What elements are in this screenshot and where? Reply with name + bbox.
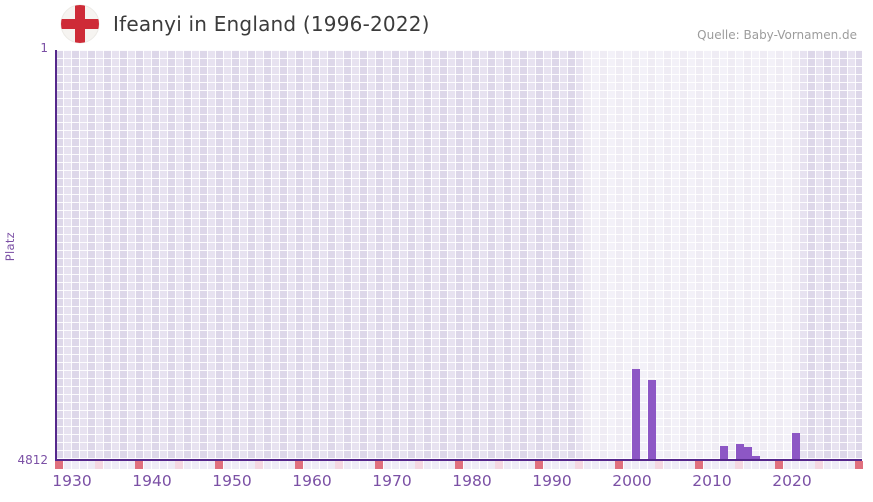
page-title: Ifeanyi in England (1996-2022) — [113, 12, 430, 36]
no-data-marker-1998 — [615, 461, 623, 469]
no-data-marker-1968 — [375, 461, 383, 469]
x-tick-1990: 1990 — [532, 472, 572, 490]
no-data-marker-1963 — [335, 461, 343, 469]
y-tick-top: 1 — [40, 41, 48, 55]
no-data-marker-1938 — [135, 461, 143, 469]
no-data-marker-1978 — [455, 461, 463, 469]
x-tick-2020: 2020 — [772, 472, 812, 490]
x-tick-2010: 2010 — [692, 472, 732, 490]
x-tick-1960: 1960 — [292, 472, 332, 490]
x-tick-1980: 1980 — [452, 472, 492, 490]
rank-bar-2002[interactable] — [648, 379, 656, 459]
no-data-marker-1928 — [55, 461, 63, 469]
y-axis-line — [55, 50, 57, 461]
no-data-marker-1993 — [575, 461, 583, 469]
x-axis-line — [55, 459, 862, 461]
no-data-marker-2018 — [775, 461, 783, 469]
no-data-marker-1948 — [215, 461, 223, 469]
y-axis-label: Platz — [3, 232, 17, 262]
no-data-marker-2008 — [695, 461, 703, 469]
no-data-marker-1988 — [535, 461, 543, 469]
x-tick-1950: 1950 — [212, 472, 252, 490]
no-data-marker-1933 — [95, 461, 103, 469]
data-period-highlight-band — [583, 50, 799, 459]
x-tick-1970: 1970 — [372, 472, 412, 490]
source-credit: Quelle: Baby-Vornamen.de — [697, 28, 857, 42]
no-data-marker-1958 — [295, 461, 303, 469]
rank-bar-2011[interactable] — [720, 446, 728, 459]
no-data-marker-1943 — [175, 461, 183, 469]
no-data-marker-2023 — [815, 461, 823, 469]
x-tick-1940: 1940 — [132, 472, 172, 490]
no-data-marker-2003 — [655, 461, 663, 469]
y-tick-bottom: 4812 — [17, 453, 48, 467]
x-tick-2000: 2000 — [612, 472, 652, 490]
rank-bar-2020[interactable] — [792, 433, 800, 459]
rank-bar-2014[interactable] — [744, 446, 752, 459]
plot-area — [55, 50, 862, 459]
england-flag-icon — [60, 4, 100, 44]
no-data-marker-2013 — [735, 461, 743, 469]
rank-bar-2013[interactable] — [736, 444, 744, 459]
no-data-marker-2028 — [855, 461, 863, 469]
no-data-marker-1953 — [255, 461, 263, 469]
no-data-marker-1973 — [415, 461, 423, 469]
rank-bar-2015[interactable] — [752, 456, 760, 459]
no-data-marker-row — [55, 461, 863, 469]
x-tick-1930: 1930 — [52, 472, 92, 490]
no-data-marker-1983 — [495, 461, 503, 469]
rank-bar-2000[interactable] — [632, 368, 640, 459]
